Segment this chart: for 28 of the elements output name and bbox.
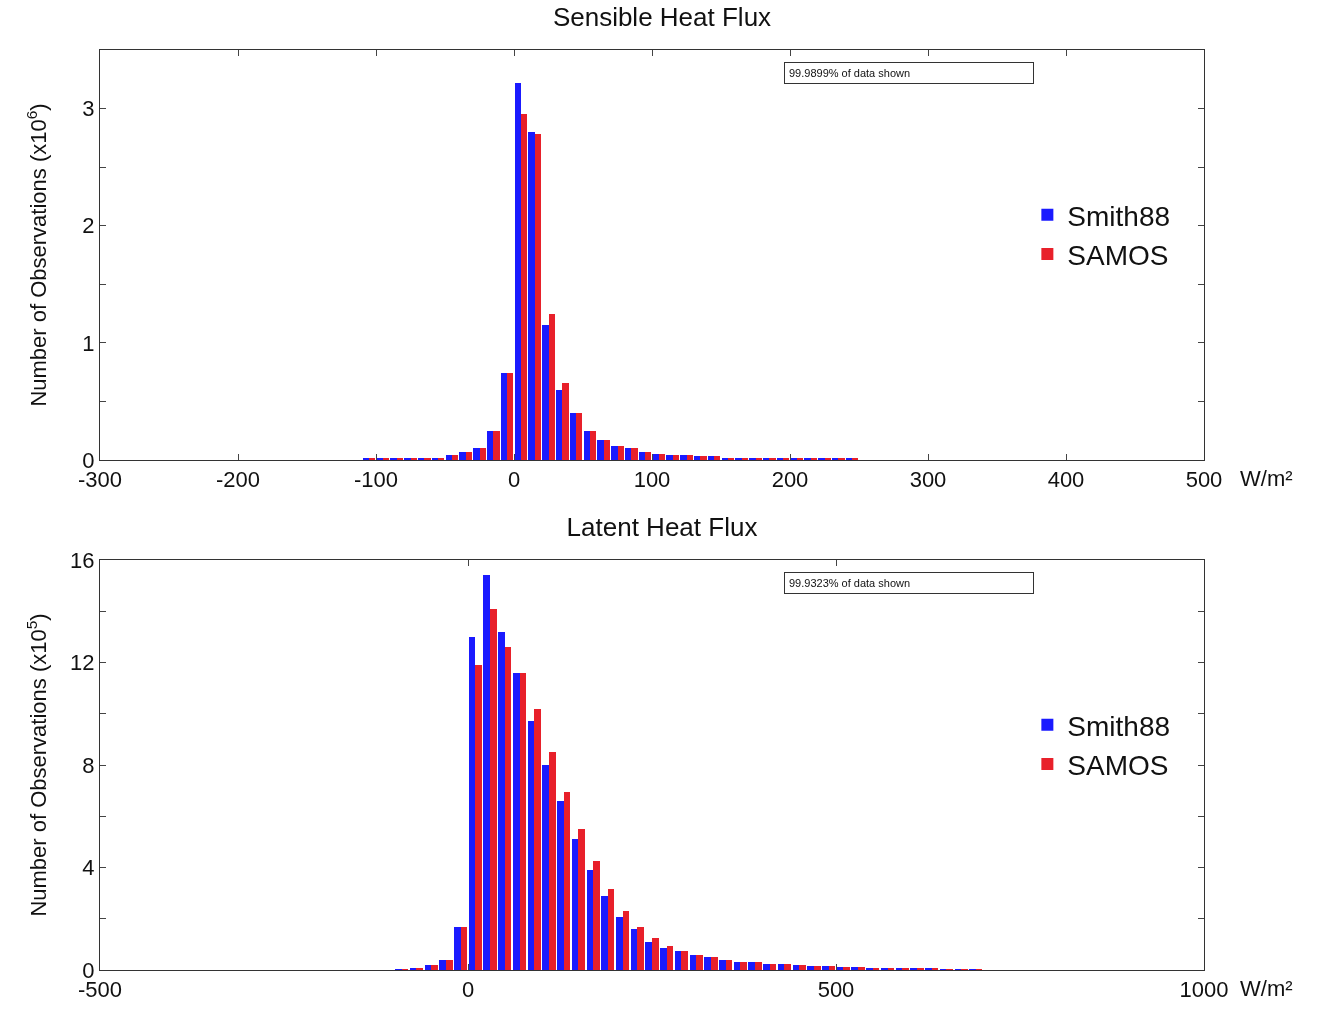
y-tick-label: 4 (82, 855, 95, 881)
x-tick-label: 500 (817, 977, 855, 1003)
y-tick-label: 2 (82, 213, 95, 239)
x-tick-label: 200 (771, 467, 809, 493)
x-tick-label: 400 (1047, 467, 1085, 493)
legend-label: Smith88 (1067, 200, 1171, 232)
y-tick-label: 12 (70, 650, 95, 676)
x-tick-label: 100 (633, 467, 671, 493)
annotation: 99.9899% of data shown (789, 67, 911, 79)
chart-title: Latent Heat Flux (566, 511, 758, 542)
x-tick-label: -200 (215, 467, 261, 493)
x-tick-label: 500 (1185, 467, 1223, 493)
x-axis-title: W/m² (1240, 976, 1293, 1001)
legend-label: SAMOS (1067, 750, 1169, 782)
x-tick-label: 1000 (1179, 977, 1229, 1003)
x-tick-label: 300 (909, 467, 947, 493)
annotation: 99.9323% of data shown (789, 577, 911, 589)
y-tick-label: 16 (70, 547, 95, 573)
legend-label: Smith88 (1067, 710, 1171, 742)
x-axis-title: W/m² (1240, 466, 1293, 491)
chart-title: Sensible Heat Flux (552, 1, 772, 32)
legend-label: SAMOS (1067, 240, 1169, 272)
x-tick-label: -100 (353, 467, 399, 493)
x-tick-label: 0 (461, 977, 475, 1003)
y-tick-label: 8 (82, 752, 95, 778)
x-tick-label: 0 (507, 467, 521, 493)
y-tick-label: 3 (82, 96, 95, 122)
y-tick-label: 1 (82, 330, 95, 356)
